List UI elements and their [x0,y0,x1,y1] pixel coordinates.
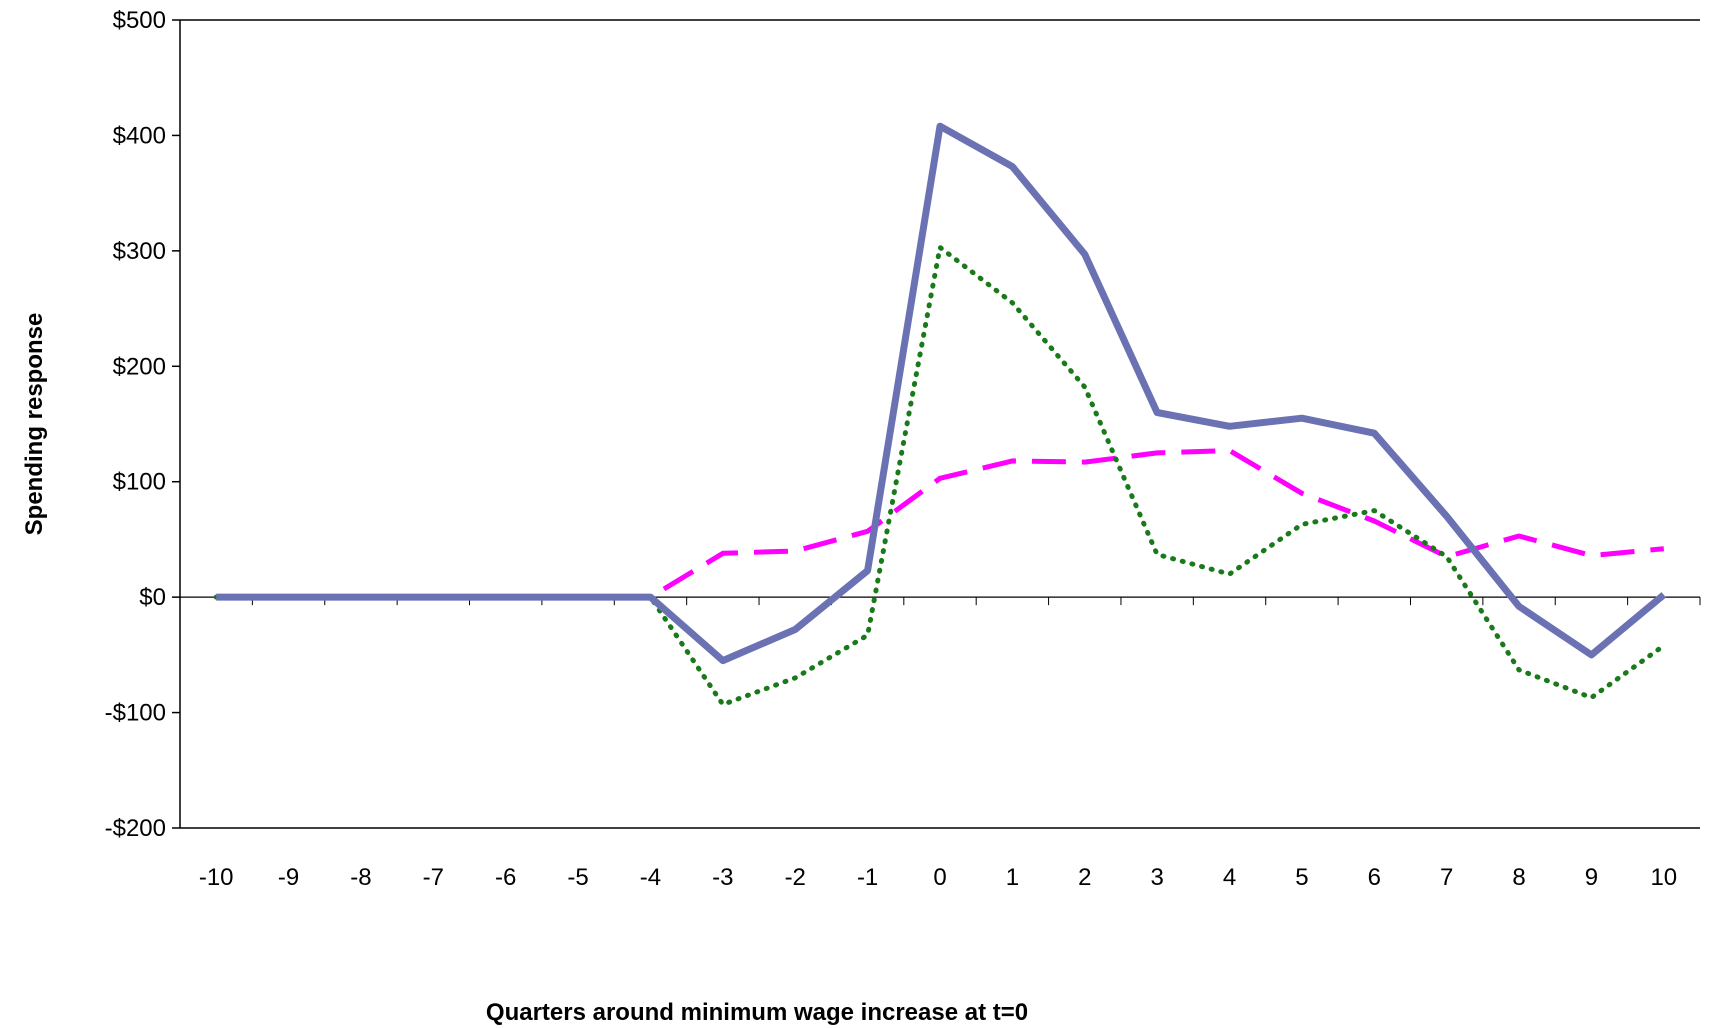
y-axis-title: Spending response [21,313,48,536]
series-1-point [1371,430,1377,436]
series-1-point [1154,409,1160,415]
x-tick-label: 10 [1650,864,1677,891]
x-tick-label: -10 [199,864,234,891]
series-3-point [1661,546,1667,552]
series-1-point [213,594,219,600]
series-1-point [1082,251,1088,257]
series-3-point [937,475,943,481]
y-tick-label: $500 [113,7,166,34]
series-1-point [1516,603,1522,609]
series-1-point [1299,415,1305,421]
series-2-point [1154,551,1160,557]
series-layer [213,122,1667,707]
series-2-point [1661,643,1667,649]
x-tick-label: 0 [933,864,946,891]
series-1-point [503,594,509,600]
series-2-point [937,244,943,250]
series-3-point [792,548,798,554]
y-tick-label: $400 [113,122,166,149]
x-tick-label: 1 [1006,864,1019,891]
series-3-point [1154,450,1160,456]
series-1-point [1227,423,1233,429]
x-tick-label: -1 [857,864,878,891]
series-2-point [720,701,726,707]
series-3-point [1299,490,1305,496]
y-axis: $500 $400 $300 $200 $100 $0 -$100 -$200 [105,7,180,842]
series-2-point [792,675,798,681]
series-1-point [865,568,871,574]
x-tick-label: -2 [785,864,806,891]
x-tick-label: -4 [640,864,661,891]
y-tick-label: $100 [113,469,166,496]
series-line-3 [216,448,1665,600]
series-3-point [1588,553,1594,559]
x-tick-label: -9 [278,864,299,891]
x-tick-label: 8 [1512,864,1525,891]
x-axis: -10 -9 -8 -7 -6 -5 -4 -3 -2 -1 0 1 2 3 4 5 6 7 8 9 10 [199,864,1677,891]
series-1-point [1009,164,1015,170]
x-tick-label: 6 [1368,864,1381,891]
series-1-point [430,594,436,600]
series-2-point [1371,508,1377,514]
y-tick-label: -$200 [105,815,166,842]
x-tick-label: 2 [1078,864,1091,891]
series-2-point [1588,695,1594,701]
series-2-point [1444,554,1450,560]
series-3-point [1516,533,1522,539]
series-3-point [1227,448,1233,454]
series-1-point [937,123,943,129]
x-tick-label: -5 [567,864,588,891]
series-1-point [1444,513,1450,519]
series-2-point [865,632,871,638]
y-tick-label: $300 [113,238,166,265]
x-tick-label: 9 [1585,864,1598,891]
series-3-point [1082,459,1088,465]
y-tick-label: $0 [139,584,166,611]
series-1-point [792,626,798,632]
x-tick-label: 4 [1223,864,1236,891]
series-3-point [1009,458,1015,464]
y-tick-label: -$100 [105,700,166,727]
series-3-point [720,550,726,556]
series-1-point [575,594,581,600]
x-tick-label: -3 [712,864,733,891]
series-1-point [1661,592,1667,598]
x-tick-label: 5 [1295,864,1308,891]
series-3-point [865,528,871,534]
series-2-point [1227,571,1233,577]
series-line-1 [216,122,1667,665]
x-axis-title: Quarters around minimum wage increase at… [486,999,1028,1026]
series-1-point [647,594,653,600]
series-2-point [1299,521,1305,527]
series-3-point [1371,518,1377,524]
x-tick-label: -8 [350,864,371,891]
series-2-point [1082,384,1088,390]
series-1-point [1588,652,1594,658]
y-tick-label: $200 [113,353,166,380]
x-tick-label: 3 [1150,864,1163,891]
series-1-point [358,594,364,600]
x-tick-label: -6 [495,864,516,891]
series-2-point [1009,300,1015,306]
x-tick-label: 7 [1440,864,1453,891]
series-1-point [286,594,292,600]
x-tick-label: -7 [423,864,444,891]
series-1-point [720,658,726,664]
series-2-point [1516,667,1522,673]
